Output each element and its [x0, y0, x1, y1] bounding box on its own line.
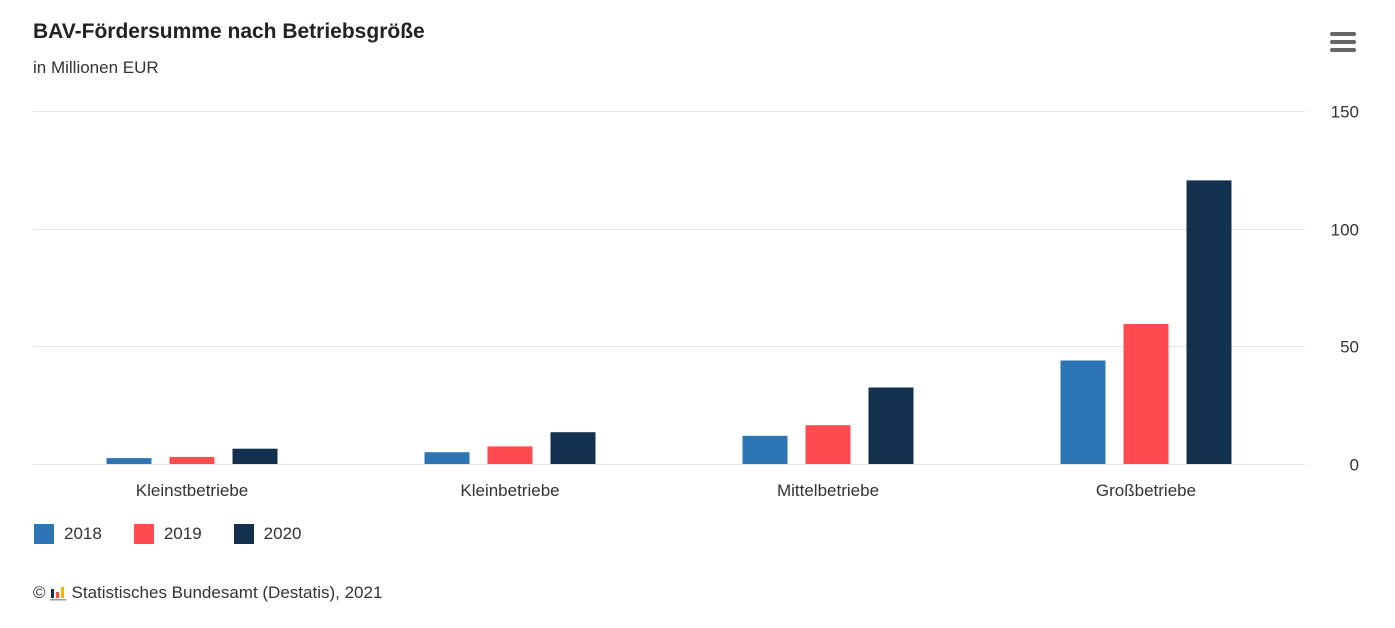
y-axis-ticks: 0 50 100 150: [1331, 103, 1359, 475]
bar-2018-kleinstbetriebe[interactable]: [106, 458, 152, 464]
y-tick-label: 100: [1331, 221, 1359, 240]
bar-2020-großbetriebe[interactable]: [1186, 180, 1232, 464]
chart-subtitle: in Millionen EUR: [33, 58, 159, 77]
menu-bar: [1330, 48, 1356, 52]
x-axis-label: Mittelbetriebe: [777, 481, 879, 500]
credits-text: Statistisches Bundesamt (Destatis), 2021: [71, 583, 383, 602]
y-tick-label: 50: [1340, 338, 1359, 357]
y-tick-label: 0: [1350, 456, 1359, 475]
bar-2018-großbetriebe[interactable]: [1060, 360, 1106, 465]
x-axis-labels: Kleinstbetriebe Kleinbetriebe Mittelbetrie…: [136, 481, 1196, 500]
legend-item-2019[interactable]: 2019: [133, 524, 202, 544]
grid-lines: [33, 111, 1305, 465]
legend-swatch: [34, 524, 54, 544]
legend-swatch: [233, 524, 254, 544]
x-axis-label: Großbetriebe: [1096, 481, 1196, 500]
bar-2019-kleinstbetriebe[interactable]: [169, 456, 215, 464]
x-axis-label: Kleinstbetriebe: [136, 481, 248, 500]
legend-swatch: [133, 524, 154, 544]
x-axis-label: Kleinbetriebe: [460, 481, 559, 500]
menu-bar: [1330, 32, 1356, 36]
y-tick-label: 150: [1331, 103, 1359, 122]
destatis-logo-icon: [49, 587, 66, 601]
bar-2019-großbetriebe[interactable]: [1123, 324, 1169, 464]
menu-bar: [1330, 40, 1356, 44]
bar-2019-kleinbetriebe[interactable]: [487, 446, 533, 464]
legend-item-2018[interactable]: 2018: [34, 524, 102, 544]
bar-2020-kleinbetriebe[interactable]: [550, 432, 596, 464]
credits[interactable]: © Statistisches Bundesamt (Destatis), 20…: [33, 583, 382, 603]
bar-2018-mittelbetriebe[interactable]: [742, 435, 788, 464]
hamburger-menu-icon[interactable]: [1326, 29, 1360, 57]
legend-label: 2019: [163, 524, 202, 543]
legend-label: 2020: [263, 524, 302, 543]
bar-2019-mittelbetriebe[interactable]: [805, 425, 851, 464]
legend-label: 2018: [64, 524, 102, 543]
bar-2020-kleinstbetriebe[interactable]: [232, 448, 278, 464]
bar-chart: 0 50 100 150 Kleinstbetriebe Kleinbetriebe Mi…: [33, 103, 1359, 500]
bar-2018-kleinbetriebe[interactable]: [424, 452, 470, 464]
bars: [106, 180, 1232, 465]
legend-item-2020[interactable]: 2020: [233, 524, 302, 544]
copyright-symbol: ©: [33, 583, 46, 602]
legend: 2018 2019 2020: [34, 522, 333, 546]
bar-2020-mittelbetriebe[interactable]: [868, 387, 914, 465]
chart-title: BAV-Fördersumme nach Betriebsgröße: [33, 20, 425, 43]
